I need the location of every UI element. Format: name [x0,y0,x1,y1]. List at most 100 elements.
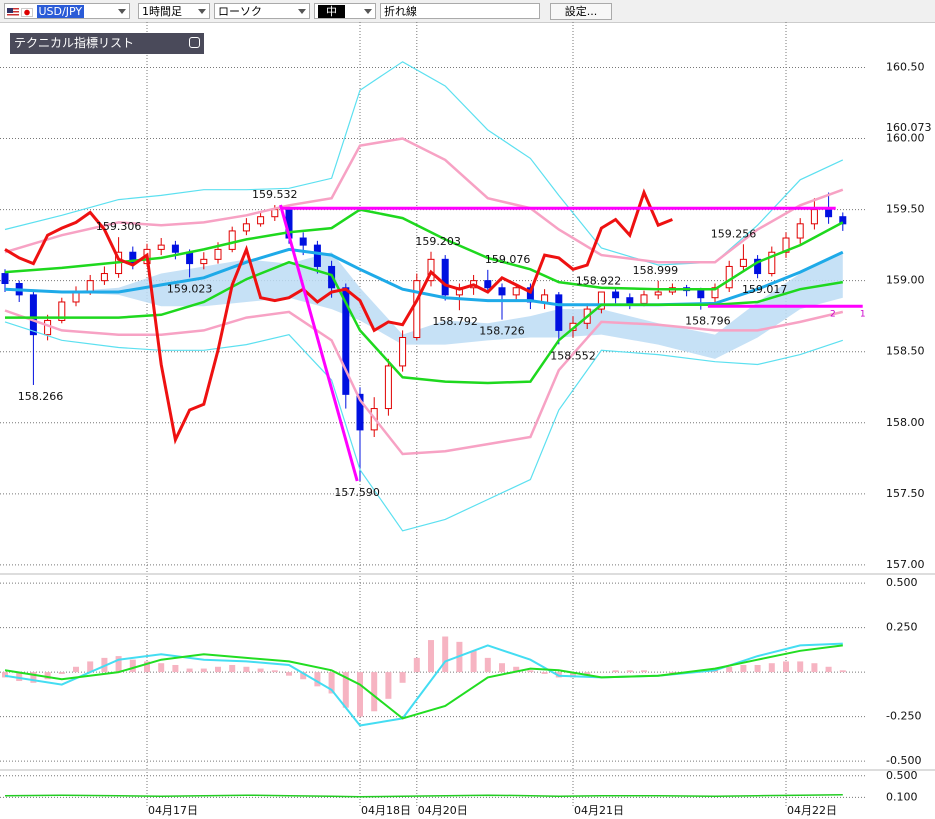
candle-body [29,294,37,336]
histogram-bar [16,672,23,682]
size-select[interactable]: 中 [314,3,376,19]
candle-body [186,251,194,265]
price-annotation: 158.792 [432,315,478,328]
candle-body [640,294,648,304]
histogram-bar [385,672,392,699]
histogram-bar [186,668,193,673]
x-tick-label: 04月21日 [574,804,624,817]
symbol-select[interactable]: USD/JPY [4,3,130,19]
histogram-bar [442,636,449,673]
timeframe-select[interactable]: 1時間足 [138,3,210,19]
histogram-bar [314,672,321,687]
indicator-list-panel[interactable]: テクニカル指標リスト [10,33,204,54]
histogram-bar [584,672,591,676]
histogram-bar [825,666,832,673]
y-tick-label: 159.00 [886,274,925,287]
histogram-bar [641,670,647,673]
price-annotation: 159.532 [252,188,298,201]
histogram-bar [87,661,94,673]
size-text: 中 [318,5,345,18]
line-type-field[interactable]: 折れ線 [380,3,540,19]
histogram-bar [399,672,406,683]
trendline [279,204,359,482]
histogram-bar [839,670,846,673]
panel-icon[interactable] [189,37,200,48]
symbol-text: USD/JPY [36,5,85,18]
histogram-bar [357,672,363,717]
y-tick-label: 0.500 [886,769,918,782]
overlay-line [4,137,844,264]
candle-body [597,291,605,310]
candle-body [58,301,66,321]
candle-body [555,294,563,331]
lagging-line [4,188,673,445]
histogram-bar [783,661,789,673]
candle-body [825,209,833,218]
settings-button[interactable]: 設定... [550,3,612,20]
marker-label: 2 [830,310,836,320]
candle-body [754,258,762,275]
y-tick-label: 0.500 [886,576,918,589]
x-tick-label: 04月22日 [787,804,837,817]
price-annotation: 159.023 [167,282,213,295]
overlay-line [4,309,844,456]
x-tick-label: 04月20日 [418,804,468,817]
x-tick-label: 04月17日 [148,804,198,817]
candle-body [1,273,9,284]
candle-body [72,291,80,303]
price-annotation: 159.256 [711,227,757,240]
style-select[interactable]: ローソク [214,3,310,19]
candle-body [200,258,208,265]
histogram-bar [768,663,775,673]
candle-body [782,237,790,253]
price-annotation: 158.796 [685,315,731,328]
us-flag-canton [7,7,13,13]
candle-body [384,365,392,410]
price-annotation: 158.999 [633,264,679,277]
indicator-list-title: テクニカル指標リスト [14,36,135,50]
price-annotation: 158.266 [18,390,64,403]
histogram-bar [200,668,207,673]
histogram-bar [428,640,434,673]
candle-body [512,287,520,296]
candle-body [413,280,421,339]
price-annotation: 159.306 [96,220,142,233]
histogram-bar [58,672,65,674]
candle-body [484,280,492,289]
histogram-bar [527,670,534,673]
histogram-bar [243,666,250,673]
candle-body [768,251,776,275]
y-tick-label: 160.50 [886,60,925,73]
y-tick-label: 157.00 [886,558,925,571]
overlay-line [4,321,843,532]
histogram-bar [158,663,165,673]
y-tick-label: 158.50 [886,345,925,358]
price-annotation: 158.922 [576,275,622,288]
candle-body [810,209,818,225]
histogram-bar [172,664,179,673]
histogram-bar [257,668,264,673]
y-tick-label: 158.00 [886,416,925,429]
price-annotation: 157.590 [334,486,380,499]
macd-line [4,644,843,720]
indicator-line [4,793,843,798]
candle-body [299,237,307,246]
histogram-bar [726,666,733,673]
candle-body [725,265,733,289]
current-price-label: 160.073 [886,121,932,134]
candle-body [356,393,364,431]
candle-body [86,280,94,293]
candle-body [257,216,265,225]
histogram-bar [754,664,761,673]
candle-body [654,291,662,296]
overlay-line [4,208,844,291]
toolbar: USD/JPY 1時間足 ローソク 中 折れ線 設定... [0,0,935,23]
candle-body [171,244,179,253]
histogram-bar [229,664,236,673]
histogram-bar [797,661,804,673]
candle-body [228,230,236,250]
histogram-bar [513,666,520,673]
histogram-bar [129,659,136,673]
